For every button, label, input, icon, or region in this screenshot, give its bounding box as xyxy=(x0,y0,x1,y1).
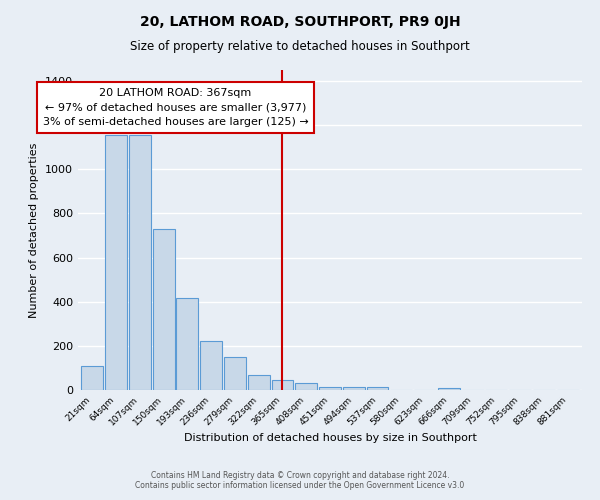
Text: Contains HM Land Registry data © Crown copyright and database right 2024.
Contai: Contains HM Land Registry data © Crown c… xyxy=(136,470,464,490)
Bar xyxy=(152,229,175,390)
Bar xyxy=(129,135,151,390)
Text: Size of property relative to detached houses in Southport: Size of property relative to detached ho… xyxy=(130,40,470,53)
Bar xyxy=(272,380,293,390)
Bar xyxy=(176,298,198,390)
Bar xyxy=(82,366,103,390)
Bar xyxy=(367,386,388,390)
Bar xyxy=(224,357,246,390)
Bar xyxy=(343,386,365,390)
Bar xyxy=(200,342,222,390)
X-axis label: Distribution of detached houses by size in Southport: Distribution of detached houses by size … xyxy=(184,432,476,442)
Bar xyxy=(319,386,341,390)
Y-axis label: Number of detached properties: Number of detached properties xyxy=(29,142,40,318)
Bar xyxy=(438,388,460,390)
Bar xyxy=(248,374,269,390)
Bar xyxy=(295,384,317,390)
Text: 20 LATHOM ROAD: 367sqm
← 97% of detached houses are smaller (3,977)
3% of semi-d: 20 LATHOM ROAD: 367sqm ← 97% of detached… xyxy=(43,88,308,128)
Bar xyxy=(105,135,127,390)
Text: 20, LATHOM ROAD, SOUTHPORT, PR9 0JH: 20, LATHOM ROAD, SOUTHPORT, PR9 0JH xyxy=(140,15,460,29)
